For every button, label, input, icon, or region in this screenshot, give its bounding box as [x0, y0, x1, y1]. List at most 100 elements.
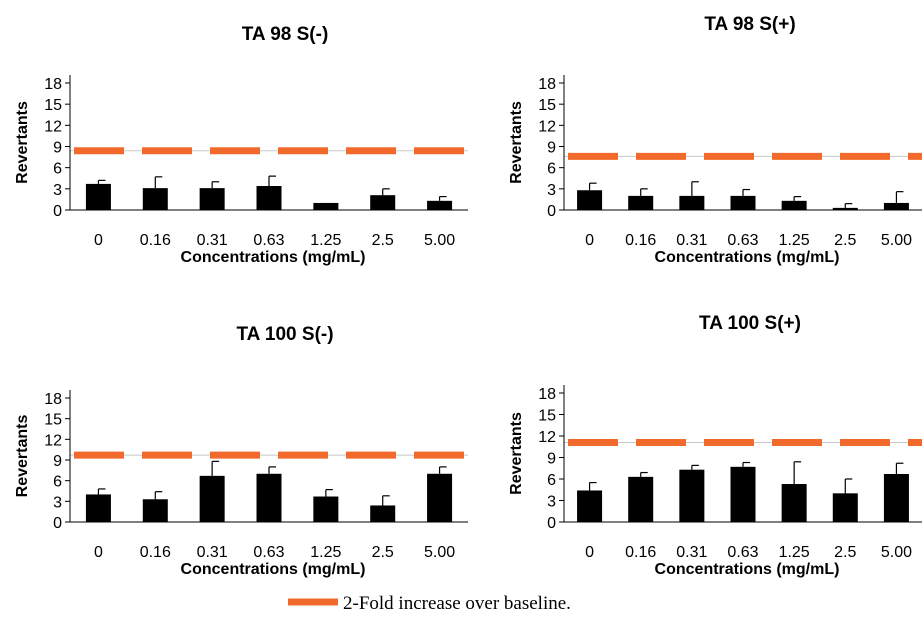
x-tick-label: 2.5 — [834, 232, 856, 249]
chart-panel-2: TA 98 S(+) 0 3 6 9 12 15 18 Revertants 0 0.16 0.31 0… — [508, 14, 922, 266]
y-tick-label: 15 — [44, 412, 62, 429]
bar — [577, 190, 603, 210]
y-tick-label: 3 — [53, 494, 62, 511]
bar — [577, 490, 603, 522]
x-tick-label: 1.25 — [310, 544, 341, 561]
bar — [730, 195, 756, 210]
x-tick-label: 0.63 — [253, 232, 284, 249]
x-tick-label: 0.31 — [676, 544, 707, 561]
y-tick-label: 9 — [53, 453, 62, 470]
bar — [370, 505, 396, 522]
x-tick-label: 0.31 — [197, 232, 228, 249]
bar — [679, 469, 705, 522]
x-tick-label: 0.31 — [676, 232, 707, 249]
y-tick-label: 12 — [538, 429, 556, 446]
y-tick-label: 0 — [547, 515, 556, 532]
bar — [883, 202, 909, 210]
x-axis-label: Concentrations (mg/mL) — [181, 249, 366, 266]
y-tick-label: 15 — [538, 97, 556, 114]
x-tick-label: 2.5 — [372, 544, 394, 561]
y-tick-label: 12 — [44, 432, 62, 449]
bar — [832, 207, 858, 210]
bar — [781, 200, 807, 210]
bar — [781, 484, 807, 522]
y-tick-label: 12 — [44, 118, 62, 135]
y-tick-label: 15 — [44, 97, 62, 114]
x-tick-label: 0 — [585, 544, 594, 561]
y-tick-label: 18 — [44, 76, 62, 93]
y-tick-label: 15 — [538, 408, 556, 425]
x-tick-label: 1.25 — [779, 544, 810, 561]
bar — [370, 195, 396, 210]
bar — [427, 473, 453, 522]
y-tick-label: 6 — [547, 161, 556, 178]
bar — [199, 475, 225, 522]
y-tick-label: 9 — [547, 140, 556, 157]
y-tick-label: 6 — [547, 472, 556, 489]
y-axis-label: Revertants — [508, 101, 525, 184]
y-tick-label: 0 — [53, 515, 62, 532]
x-axis-label: Concentrations (mg/mL) — [181, 561, 366, 578]
bar — [85, 494, 111, 522]
y-tick-label: 3 — [547, 182, 556, 199]
y-tick-label: 12 — [538, 118, 556, 135]
bar — [883, 473, 909, 522]
x-tick-label: 5.00 — [424, 544, 455, 561]
y-tick-label: 18 — [538, 76, 556, 93]
legend-label: 2-Fold increase over baseline. — [343, 593, 571, 614]
bar — [142, 499, 168, 522]
x-tick-label: 0 — [585, 232, 594, 249]
y-tick-label: 18 — [44, 391, 62, 408]
chart-panels: TA 98 S(-) 0 3 6 9 12 15 18 Revertants 0 0.16 0.31 0… — [14, 14, 922, 578]
y-tick-label: 6 — [53, 161, 62, 178]
x-tick-label: 5.00 — [424, 232, 455, 249]
x-tick-label: 0 — [94, 232, 103, 249]
y-tick-label: 3 — [547, 494, 556, 511]
x-tick-label: 2.5 — [834, 544, 856, 561]
x-tick-label: 0 — [94, 544, 103, 561]
chart-panel-3: TA 100 S(-) 0 3 6 9 12 15 18 Revertants 0 0.16 0.31… — [14, 324, 468, 578]
x-tick-label: 1.25 — [779, 232, 810, 249]
x-tick-label: 0.16 — [625, 544, 656, 561]
bar — [832, 493, 858, 522]
y-axis-label: Revertants — [14, 101, 31, 184]
bar — [142, 188, 168, 210]
bar — [256, 473, 282, 522]
y-tick-label: 6 — [53, 474, 62, 491]
x-tick-label: 5.00 — [881, 232, 912, 249]
chart-panel-4: TA 100 S(+) 0 3 6 9 12 15 18 Revertants 0 0.16 0.31… — [508, 313, 922, 578]
chart-title: TA 98 S(-) — [242, 24, 329, 45]
x-tick-label: 2.5 — [372, 232, 394, 249]
bar — [427, 200, 453, 210]
chart-title: TA 100 S(-) — [236, 324, 333, 345]
x-axis-label: Concentrations (mg/mL) — [655, 561, 840, 578]
bar — [628, 476, 654, 522]
x-tick-label: 0.63 — [253, 544, 284, 561]
bar — [679, 195, 705, 210]
bar — [199, 188, 225, 210]
x-tick-label: 0.16 — [140, 544, 171, 561]
chart-title: TA 98 S(+) — [704, 14, 795, 35]
figure-legend: 2-Fold increase over baseline. — [288, 593, 571, 614]
y-tick-label: 18 — [538, 386, 556, 403]
chart-panel-1: TA 98 S(-) 0 3 6 9 12 15 18 Revertants 0 0.16 0.31 0… — [14, 24, 468, 266]
x-tick-label: 0.31 — [197, 544, 228, 561]
bar — [85, 183, 111, 210]
y-axis-label: Revertants — [508, 412, 525, 495]
bar — [730, 466, 756, 522]
bar — [628, 195, 654, 210]
y-tick-label: 9 — [53, 140, 62, 157]
y-tick-label: 9 — [547, 451, 556, 468]
x-tick-label: 0.16 — [625, 232, 656, 249]
y-tick-label: 0 — [547, 203, 556, 220]
x-tick-label: 5.00 — [881, 544, 912, 561]
y-tick-label: 0 — [53, 203, 62, 220]
x-axis-label: Concentrations (mg/mL) — [655, 249, 840, 266]
y-tick-label: 3 — [53, 182, 62, 199]
x-tick-label: 1.25 — [310, 232, 341, 249]
bar — [313, 496, 339, 522]
bar — [256, 186, 282, 210]
bar — [313, 202, 339, 210]
x-tick-label: 0.63 — [727, 544, 758, 561]
